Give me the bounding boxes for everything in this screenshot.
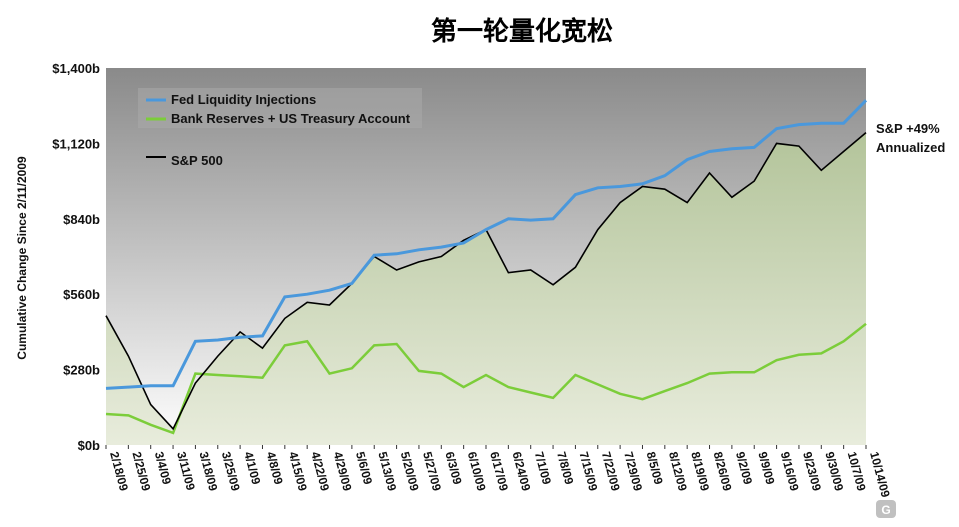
x-tick-label: 8/26/09	[711, 450, 735, 493]
x-tick-label: 7/15/09	[577, 450, 601, 493]
x-tick-label: 7/8/09	[554, 450, 576, 486]
y-tick-label: $280b	[63, 363, 100, 378]
x-tick-label: 2/25/09	[129, 450, 153, 493]
x-tick-label: 10/7/09	[845, 450, 869, 493]
y-axis-ticks: $0b $280b $560b $840b $1,120b $1,400b	[52, 61, 100, 453]
x-tick-label: 5/27/09	[420, 450, 444, 493]
annotation-line2: Annualized	[876, 140, 945, 155]
x-tick-label: 4/8/09	[264, 450, 286, 486]
x-tick-label: 7/22/09	[599, 450, 623, 493]
watermark: G 格隆汇	[876, 500, 939, 518]
legend-label-reserves: Bank Reserves + US Treasury Account	[171, 111, 411, 126]
x-tick-label: 4/1/09	[241, 450, 263, 486]
x-tick-label: 9/16/09	[778, 450, 802, 493]
g-logo-icon: G	[876, 500, 896, 518]
x-tick-label: 6/24/09	[509, 450, 533, 493]
sp500-area-fill	[106, 132, 866, 445]
x-tick-label: 7/1/09	[532, 450, 554, 486]
y-tick-label: $0b	[78, 438, 100, 453]
x-tick-label: 3/11/09	[174, 450, 198, 492]
x-tick-label: 10/14/09	[867, 450, 893, 499]
x-tick-label: 8/12/09	[666, 450, 690, 493]
x-tick-label: 3/25/09	[219, 450, 243, 493]
annotation-line1: S&P +49%	[876, 121, 940, 136]
x-tick-label: 2/18/09	[107, 450, 131, 493]
y-tick-label: $840b	[63, 212, 100, 227]
x-tick-label: 8/5/09	[644, 450, 666, 486]
x-tick-label: 4/15/09	[286, 450, 310, 493]
series-line-fed-liquidity	[105, 99, 868, 390]
y-tick-label: $1,400b	[52, 61, 100, 76]
y-tick-label: $560b	[63, 287, 100, 302]
x-tick-label: 4/22/09	[308, 450, 332, 493]
x-tick-label: 3/4/09	[152, 450, 174, 486]
x-tick-label: 7/29/09	[621, 450, 645, 493]
x-tick-label: 8/19/09	[688, 450, 712, 493]
watermark-text: 格隆汇	[900, 502, 939, 517]
x-axis-ticks: 2/18/092/25/093/4/09 3/11/093/18/093/25/0…	[105, 445, 893, 499]
x-tick-label: 9/30/09	[822, 450, 846, 493]
x-tick-label: 6/17/09	[487, 450, 511, 493]
x-tick-label: 9/9/09	[755, 450, 777, 486]
x-tick-label: 5/6/09	[353, 450, 375, 486]
x-tick-label: 5/13/09	[375, 450, 399, 493]
legend-label-sp500: S&P 500	[171, 153, 223, 168]
x-tick-label: 6/3/09	[442, 450, 464, 486]
x-tick-label: 6/10/09	[465, 450, 489, 493]
y-axis-label: Cumulative Change Since 2/11/2009	[15, 156, 29, 360]
series-line-bank-reserves	[105, 322, 867, 435]
x-tick-label: 9/23/09	[800, 450, 824, 493]
legend-box	[138, 88, 422, 128]
legend-label-fed: Fed Liquidity Injections	[171, 92, 316, 107]
chart-title: 第一轮量化宽松	[431, 16, 613, 47]
x-tick-label: 4/29/09	[331, 450, 355, 493]
svg-text:G: G	[881, 503, 890, 517]
x-tick-label: 9/2/09	[733, 450, 755, 486]
x-tick-label: 3/18/09	[197, 450, 221, 493]
y-tick-label: $1,120b	[52, 136, 100, 151]
legend: Fed Liquidity Injections Bank Reserves +…	[138, 88, 422, 168]
x-tick-label: 5/20/09	[398, 450, 422, 493]
